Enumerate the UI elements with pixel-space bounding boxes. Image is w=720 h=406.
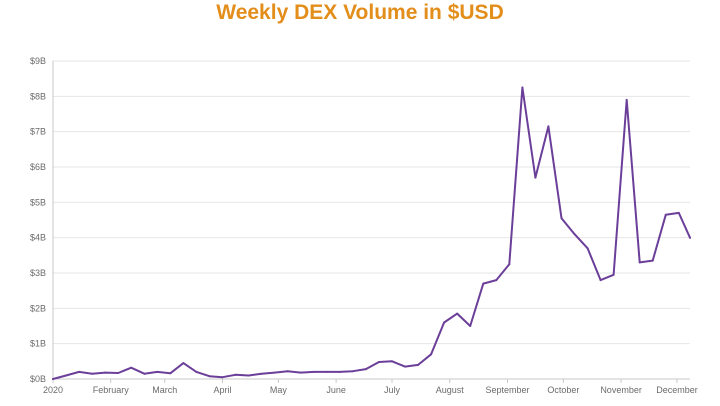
data-point: [299, 371, 302, 374]
data-point: [117, 372, 120, 374]
data-point: [495, 279, 498, 282]
data-point: [351, 370, 354, 373]
y-tick-label: $8B: [30, 91, 46, 101]
data-point: [417, 363, 420, 366]
data-point: [52, 378, 54, 380]
x-tick-label: March: [152, 385, 177, 395]
x-tick-label: December: [656, 385, 698, 395]
gridlines: [53, 60, 690, 345]
data-point: [273, 371, 276, 374]
data-point: [599, 279, 602, 282]
data-point: [169, 372, 172, 375]
x-tick-label: 2020: [43, 385, 63, 395]
x-tick-label: October: [547, 385, 579, 395]
data-point: [573, 233, 576, 236]
data-point: [156, 370, 159, 373]
data-point: [651, 259, 654, 262]
data-point: [325, 370, 328, 373]
data-point: [547, 125, 550, 128]
data-point: [612, 273, 615, 276]
x-tick-label: February: [93, 385, 130, 395]
data-point: [378, 361, 380, 363]
data-point: [104, 371, 107, 374]
x-tick-label: November: [600, 385, 642, 395]
data-point: [521, 86, 524, 89]
data-point: [195, 370, 198, 373]
data-point: [338, 370, 341, 373]
y-tick-label: $2B: [30, 303, 46, 313]
data-point: [664, 213, 667, 216]
axes: [52, 61, 690, 383]
data-point: [677, 211, 680, 214]
y-tick-label: $6B: [30, 162, 46, 172]
data-point: [534, 176, 537, 179]
data-point: [625, 98, 628, 101]
data-point: [286, 370, 289, 373]
data-point: [208, 375, 211, 378]
chart-title: Weekly DEX Volume in $USD: [216, 1, 504, 24]
data-point: [443, 321, 446, 324]
data-point: [638, 261, 641, 264]
data-point: [364, 368, 367, 371]
y-tick-labels: $0B $1B $2B $3B $4B $5B $6B $7B $8B $9B: [30, 56, 46, 384]
data-point: [91, 372, 94, 375]
data-point: [586, 247, 589, 250]
data-point: [65, 374, 67, 377]
series-layer: [52, 86, 691, 380]
data-point: [143, 372, 146, 375]
data-point: [404, 365, 406, 368]
x-tick-label: April: [213, 385, 231, 395]
series-line: [52, 86, 691, 380]
data-point: [234, 373, 237, 376]
x-tick-labels: 2020 February March April May June July August S…: [43, 385, 698, 395]
data-point: [78, 370, 81, 373]
x-tick-label: August: [436, 385, 465, 395]
data-point: [689, 236, 691, 239]
data-point: [482, 282, 485, 285]
y-tick-label: $7B: [30, 127, 46, 137]
y-tick-label: $5B: [30, 197, 46, 207]
data-point: [247, 374, 250, 377]
y-tick-label: $3B: [30, 268, 46, 278]
data-point: [130, 366, 133, 369]
data-point: [430, 353, 433, 356]
data-point: [221, 376, 224, 379]
data-point: [560, 217, 563, 220]
data-point: [391, 360, 393, 363]
data-point: [182, 362, 185, 365]
x-tick-label: September: [485, 385, 529, 395]
x-tick-label: May: [270, 385, 288, 395]
data-point: [469, 325, 472, 327]
data-point: [456, 312, 459, 315]
x-tick-label: July: [384, 385, 401, 395]
data-point: [508, 263, 511, 266]
y-tick-label: $0B: [30, 374, 46, 384]
x-tick-label: June: [326, 385, 346, 395]
y-tick-label: $4B: [30, 233, 46, 243]
data-point: [260, 372, 263, 375]
y-tick-label: $9B: [30, 56, 46, 66]
data-point: [312, 370, 315, 373]
y-tick-label: $1B: [30, 339, 46, 349]
